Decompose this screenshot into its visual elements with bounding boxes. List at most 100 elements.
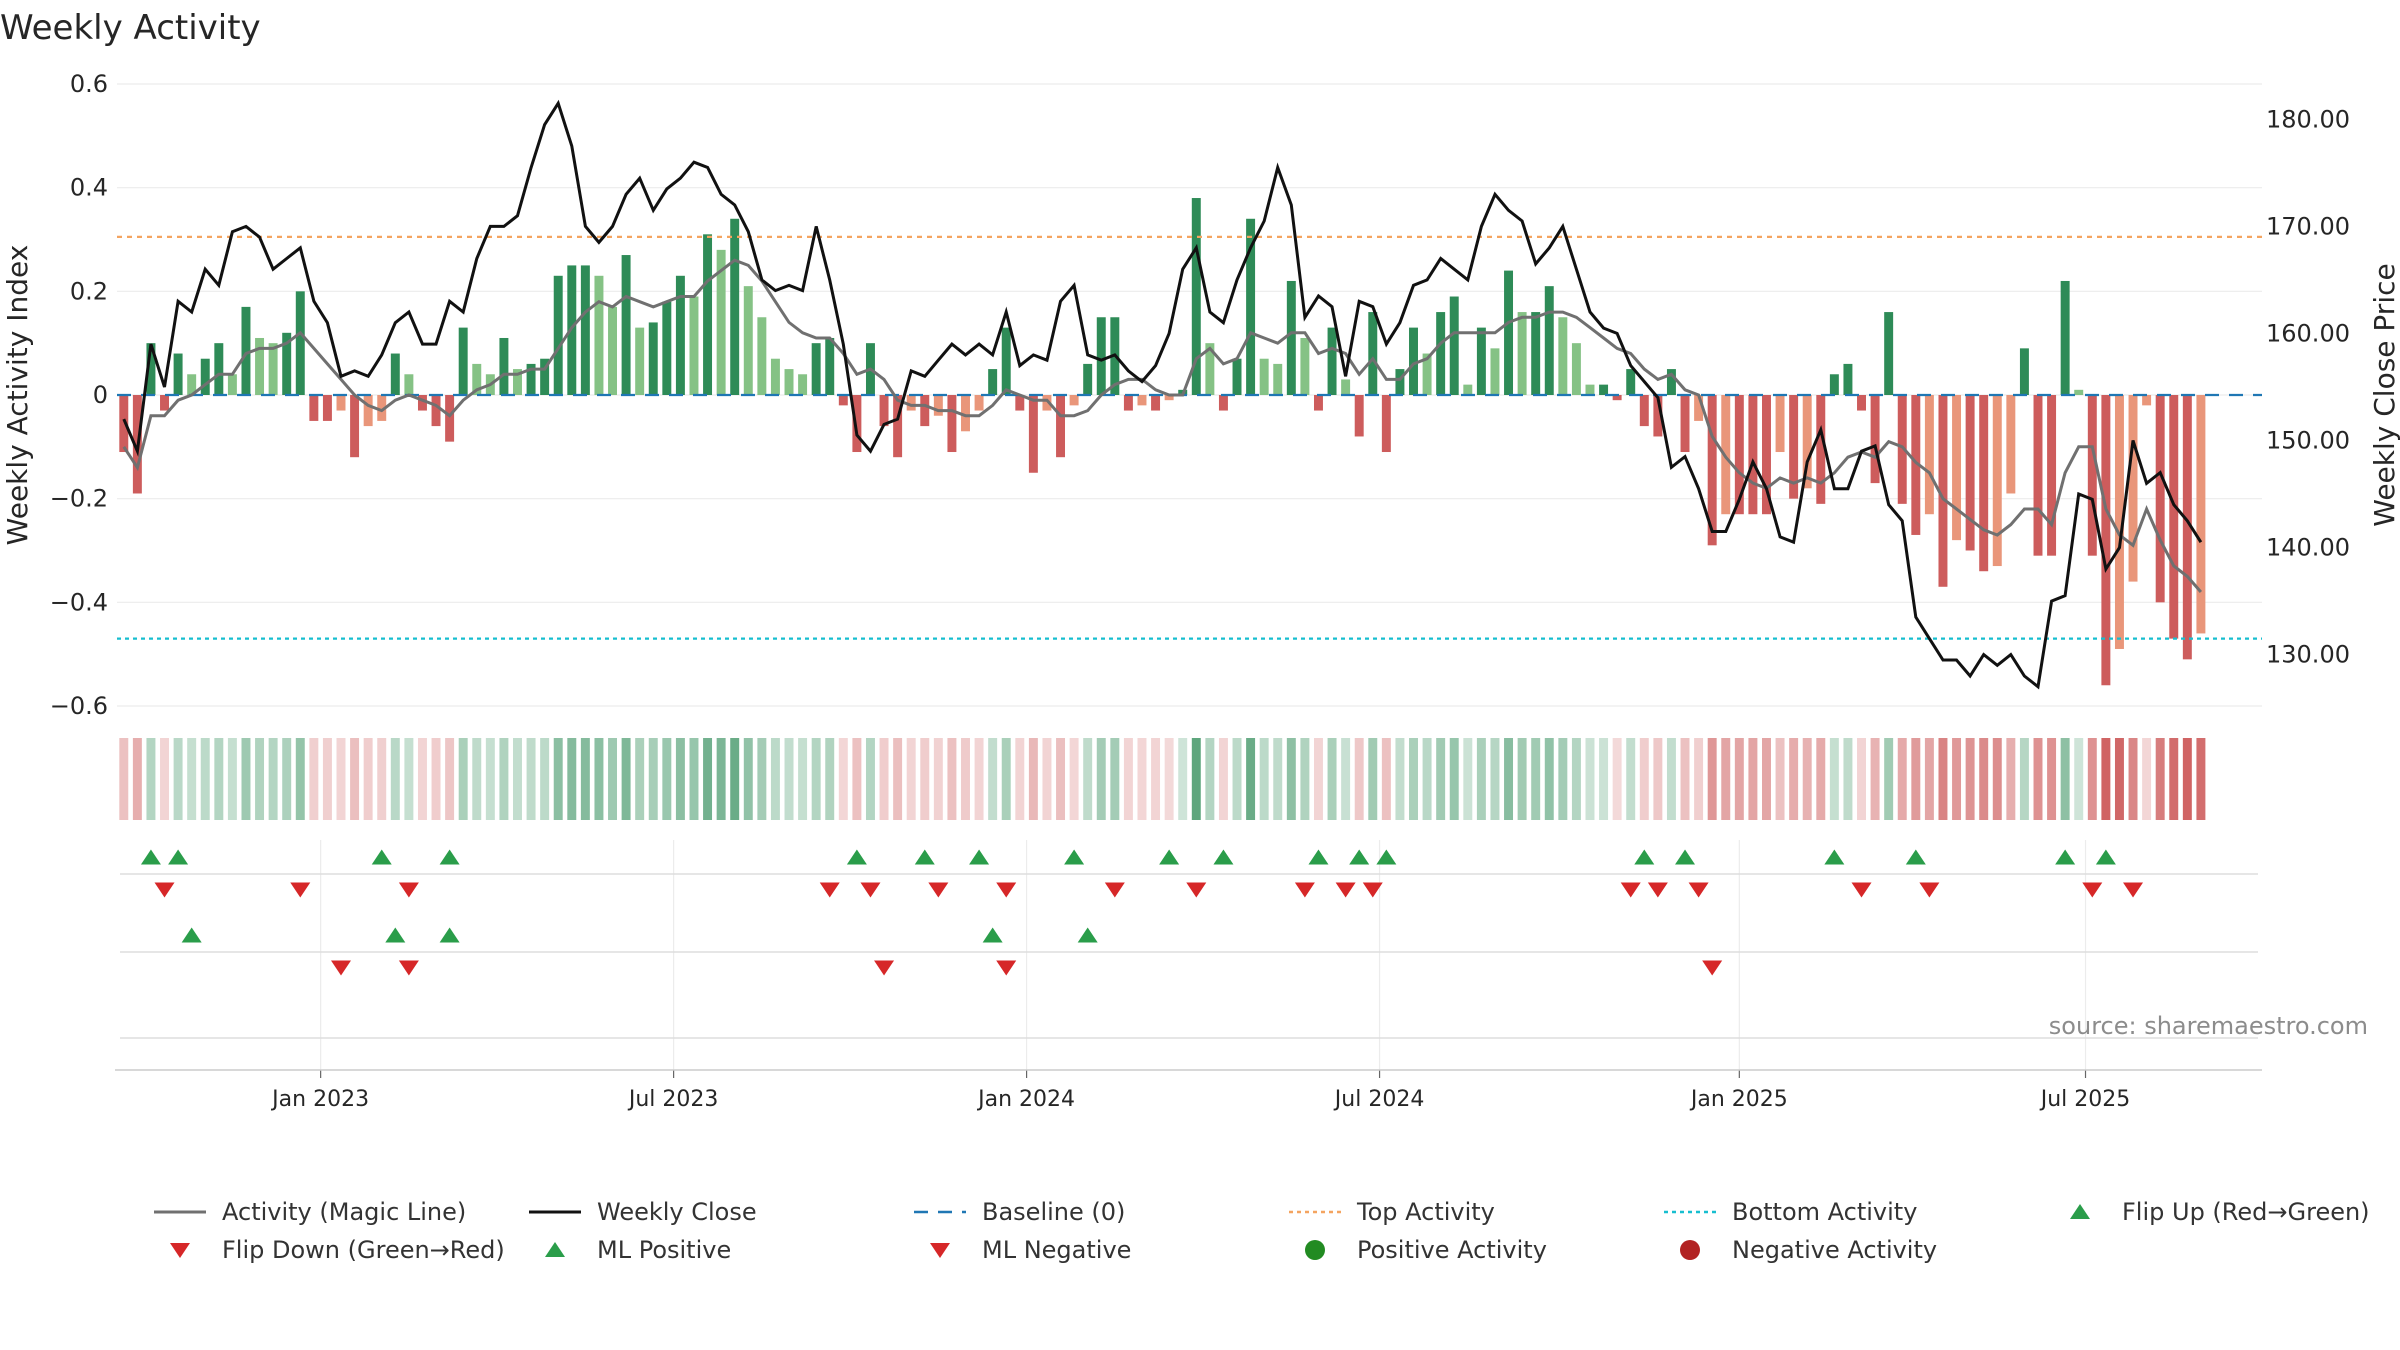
heat-cell — [1911, 738, 1921, 820]
heat-cell — [1775, 738, 1785, 820]
heat-cell — [594, 738, 604, 820]
heat-cell — [730, 738, 740, 820]
heat-cell — [173, 738, 183, 820]
activity-bar — [1612, 395, 1622, 401]
heat-cell — [1816, 738, 1826, 820]
heat-cell — [1707, 738, 1717, 820]
heat-cell — [1218, 738, 1228, 820]
activity-bar — [1558, 317, 1568, 395]
activity-bar — [1001, 327, 1011, 395]
legend-swatch — [930, 1243, 950, 1258]
legend-swatch — [1305, 1240, 1325, 1260]
heat-cell — [1843, 738, 1853, 820]
heat-cell — [160, 738, 169, 820]
activity-bar — [988, 369, 998, 395]
y-tick-label: −0.4 — [50, 588, 108, 616]
heat-cell — [2169, 738, 2179, 820]
heat-cell — [1327, 738, 1337, 820]
y2-tick-label: 180.00 — [2266, 105, 2350, 133]
flip-down-marker — [1620, 882, 1641, 898]
activity-bar — [675, 275, 685, 395]
heat-cell — [1531, 738, 1541, 820]
heat-cell — [716, 738, 726, 820]
activity-bar — [1816, 395, 1826, 504]
activity-bar — [431, 395, 441, 427]
activity-bar — [1151, 395, 1161, 411]
legend-label: ML Negative — [982, 1236, 1132, 1264]
heat-cell — [1096, 738, 1106, 820]
chart-title: Weekly Activity — [0, 8, 261, 48]
heat-cell — [445, 738, 455, 820]
heat-cell — [784, 738, 794, 820]
heat-cell — [187, 738, 197, 820]
heat-cell — [1965, 738, 1975, 820]
activity-heat-strip — [119, 738, 2206, 820]
legend-swatch — [170, 1243, 190, 1258]
activity-bar — [784, 369, 794, 395]
heat-cell — [1639, 738, 1649, 820]
heat-cell — [1761, 738, 1771, 820]
activity-bar — [2101, 395, 2111, 686]
activity-bar — [2128, 395, 2138, 582]
x-tick-label: Jan 2025 — [1689, 1087, 1788, 1112]
activity-bar — [743, 286, 753, 395]
x-tick-label: Jan 2023 — [270, 1087, 369, 1112]
activity-bar — [1707, 395, 1717, 546]
heat-cell — [1680, 738, 1690, 820]
activity-bar — [920, 395, 930, 427]
activity-bar — [757, 317, 767, 395]
activity-bar — [2060, 280, 2070, 395]
flip-down-marker — [1851, 882, 1872, 898]
heat-cell — [1042, 738, 1052, 820]
heat-cell — [2047, 738, 2057, 820]
heat-cell — [2101, 738, 2111, 820]
activity-bar — [1911, 395, 1921, 535]
activity-bar — [594, 275, 604, 395]
heat-cell — [1870, 738, 1880, 820]
activity-bar — [2033, 395, 2043, 556]
legend-item: Flip Down (Green→Red) — [150, 1233, 505, 1267]
heat-cell — [961, 738, 970, 820]
axes: 0.6 0.4 0.2 0 −0.2 −0.4 −0.6 180.00 170.00 160.00… — [1, 70, 2400, 1112]
heat-cell — [1083, 738, 1093, 820]
activity-bar — [2006, 395, 2016, 494]
heat-cell — [1992, 738, 2002, 820]
heat-cell — [1952, 738, 1962, 820]
activity-bar — [404, 374, 414, 395]
heat-cell — [580, 738, 590, 820]
legend-label: Activity (Magic Line) — [222, 1198, 467, 1226]
heat-cell — [1341, 738, 1351, 820]
flip-up-marker — [969, 849, 990, 865]
activity-bar — [363, 395, 373, 427]
heat-cell — [1924, 738, 1934, 820]
flip-down-marker — [398, 882, 419, 898]
activity-bar — [1952, 395, 1962, 541]
activity-bar — [1381, 395, 1391, 453]
heat-cell — [1191, 738, 1201, 820]
activity-bar — [1843, 363, 1853, 395]
heat-cell — [1409, 738, 1418, 820]
legend-item: Positive Activity — [1285, 1233, 1547, 1267]
heat-cell — [1938, 738, 1948, 820]
activity-bar — [2019, 348, 2029, 395]
activity-bar — [933, 395, 943, 416]
heat-cell — [1802, 738, 1812, 820]
heat-cell — [472, 738, 482, 820]
heat-cell — [689, 738, 699, 820]
heat-cell — [431, 738, 441, 820]
flip-up-marker — [371, 849, 392, 865]
heat-cell — [1558, 738, 1568, 820]
activity-bar — [1137, 395, 1147, 406]
heat-cell — [404, 738, 414, 820]
heat-cell — [1381, 738, 1391, 820]
heat-cell — [1463, 738, 1473, 820]
activity-bar — [1829, 374, 1839, 395]
activity-bar — [1096, 317, 1106, 395]
activity-bar — [268, 343, 278, 395]
activity-bar — [1463, 384, 1473, 395]
activity-bar — [893, 395, 903, 458]
heat-cell — [974, 738, 984, 820]
y-tick-label: 0.6 — [70, 70, 108, 98]
activity-bar — [1857, 395, 1866, 411]
heat-cell — [1395, 738, 1405, 820]
